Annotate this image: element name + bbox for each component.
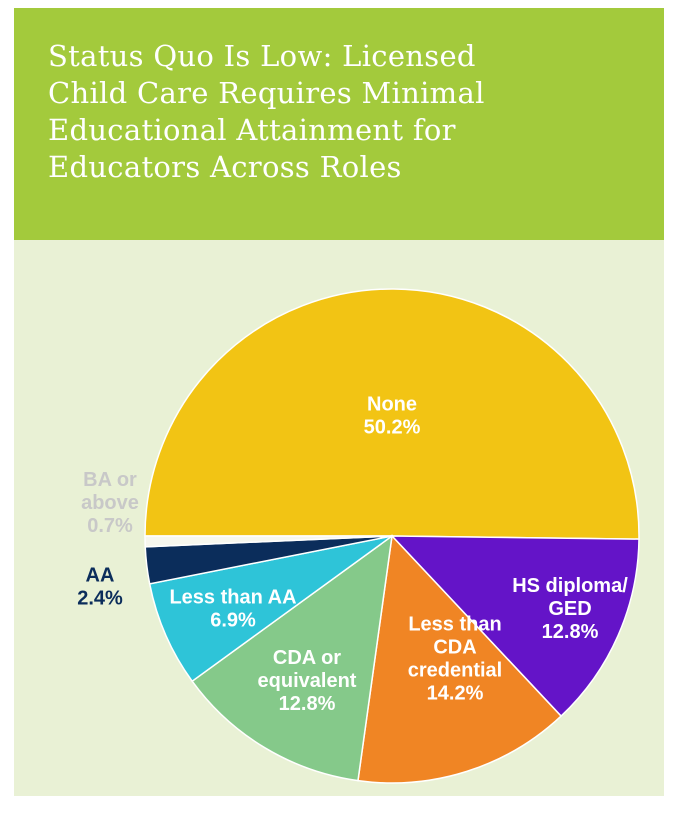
slice-label-line: above xyxy=(81,492,139,514)
slice-label-none: None 50.2% xyxy=(364,394,421,439)
slice-label-line: 12.8% xyxy=(279,693,336,715)
slice-label-less-than-cda-credential: Less than CDA credential 14.2% xyxy=(408,614,502,705)
pie-slice-less-than-cda-credential xyxy=(357,534,563,784)
slice-label-line: credential xyxy=(408,660,502,682)
chart-panel: None 50.2% HS diploma/GED 12.8% Less than CDA… xyxy=(14,240,664,796)
slice-label-hs-diploma-ged: HS diploma/GED 12.8% xyxy=(512,575,628,643)
slice-label-less-than-aa: Less than AA 6.9% xyxy=(169,587,296,632)
slice-label-line: BA or xyxy=(83,469,137,491)
slice-label-line: HS diploma/ xyxy=(512,575,628,597)
slice-label-line: CDA xyxy=(433,637,476,659)
pie-slice-hs-diploma-ged xyxy=(390,535,640,718)
slice-label-line: Less than AA xyxy=(169,587,296,609)
slice-label-line: CDA or xyxy=(273,647,341,669)
pie-slice-none xyxy=(144,288,640,540)
slice-label-aa: AA 2.4% xyxy=(77,565,123,610)
title-line: Educators Across Roles xyxy=(48,150,402,184)
title-banner: Status Quo Is Low: Licensed Child Care R… xyxy=(14,8,664,240)
slice-label-line: GED xyxy=(548,598,591,620)
pie-slice-cda-or-equivalent xyxy=(191,534,393,782)
slice-label-line: 2.4% xyxy=(77,588,123,610)
slice-label-line: None xyxy=(367,394,417,416)
page-title: Status Quo Is Low: Licensed Child Care R… xyxy=(48,38,648,186)
slice-label-ba-or-above: BA or above 0.7% xyxy=(81,469,139,537)
slice-label-line: 0.7% xyxy=(87,515,133,537)
title-line: Educational Attainment for xyxy=(48,113,456,147)
pie-slice-ba-or-above xyxy=(144,535,393,548)
pie-chart: None 50.2%HS diploma/GED 12.8%Less than CDA… xyxy=(77,288,640,784)
slice-label-line: equivalent xyxy=(258,670,357,692)
slice-label-line: 12.8% xyxy=(542,621,599,643)
slice-label-cda-or-equivalent: CDA or equivalent 12.8% xyxy=(258,647,357,715)
slice-label-line: Less than xyxy=(408,614,501,636)
slice-label-line: 6.9% xyxy=(210,610,256,632)
title-line: Child Care Requires Minimal xyxy=(48,76,485,110)
slice-label-line: 14.2% xyxy=(427,683,484,705)
title-line: Status Quo Is Low: Licensed xyxy=(48,39,476,73)
slice-label-line: 50.2% xyxy=(364,417,421,439)
slice-label-line: AA xyxy=(86,565,115,587)
